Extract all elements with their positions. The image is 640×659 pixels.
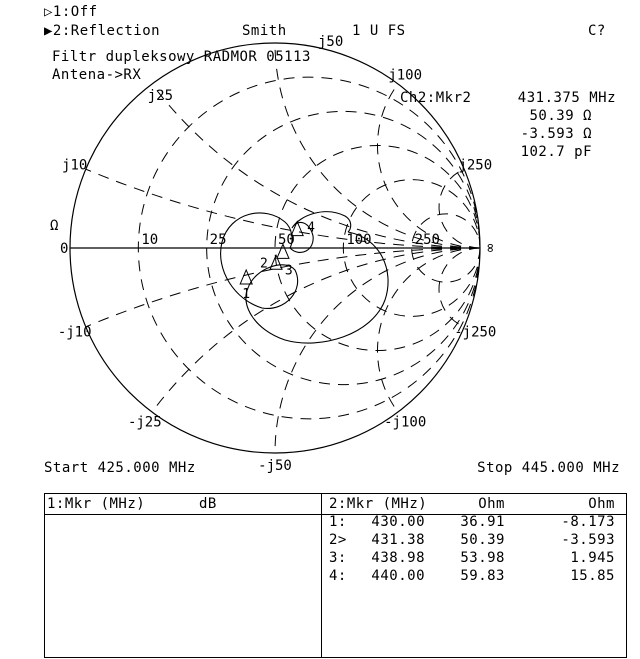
reactance-label: j250 xyxy=(458,158,492,174)
reactance-arc xyxy=(377,247,480,413)
format-label: Smith xyxy=(242,23,287,39)
marker-4-triangle[interactable] xyxy=(290,220,304,237)
row-frequency: 431.38 xyxy=(371,532,425,548)
reactance-arc xyxy=(377,83,480,249)
reactance-label: j10 xyxy=(62,158,87,174)
row-imag: 1.945 xyxy=(570,550,615,566)
row-id: 2> xyxy=(329,532,347,548)
marker-1-label: 1 xyxy=(242,287,250,302)
reactance-label: -j250 xyxy=(454,324,496,340)
reactance-label: j50 xyxy=(318,34,343,50)
zero-label: 0 xyxy=(60,241,68,257)
sweep-stop[interactable]: Stop 445.000 MHz xyxy=(477,460,620,476)
row-frequency: 430.00 xyxy=(371,514,425,530)
table-header-divider xyxy=(45,514,626,515)
row-id: 3: xyxy=(329,550,347,566)
reactance-arc xyxy=(274,43,480,249)
reactance-arc xyxy=(438,168,480,249)
channel1-status[interactable]: ▷1:Off xyxy=(44,4,98,20)
reactance-label: j100 xyxy=(388,67,422,83)
title-line2: Antena->RX xyxy=(52,67,142,83)
left-header-unit: dB xyxy=(199,496,217,512)
right-header-mkr: 2:Mkr (MHz) xyxy=(329,496,428,512)
row-frequency: 438.98 xyxy=(371,550,425,566)
marker-readout-capacitance: 102.7 pF xyxy=(520,144,592,160)
left-header-mkr: 1:Mkr (MHz) xyxy=(47,496,146,512)
reactance-label: -j25 xyxy=(128,415,162,431)
marker-2-triangle[interactable] xyxy=(269,254,283,270)
row-imag: -3.593 xyxy=(561,532,615,548)
row-imag: 15.85 xyxy=(570,568,615,584)
reactance-arc xyxy=(438,247,480,328)
reactance-arc xyxy=(274,247,480,453)
reactance-arc xyxy=(151,247,480,413)
reactance-label: -j100 xyxy=(384,415,426,431)
row-id: 4: xyxy=(329,568,347,584)
row-imag: -8.173 xyxy=(561,514,615,530)
row-id: 1: xyxy=(329,514,347,530)
row-frequency: 440.00 xyxy=(371,568,425,584)
reactance-label: j25 xyxy=(148,88,173,104)
row-real: 53.98 xyxy=(460,550,505,566)
resistance-label: 25 xyxy=(210,232,227,248)
row-real: 50.39 xyxy=(460,532,505,548)
marker-table: 1:Mkr (MHz) dB 2:Mkr (MHz) Ohm Ohm 1: 430… xyxy=(44,493,627,658)
title-line1: Filtr dupleksowy RADMOR 05113 xyxy=(52,49,311,65)
resistance-circle xyxy=(206,110,480,386)
ohm-unit-label: Ω xyxy=(50,218,58,234)
reactance-arc xyxy=(85,247,480,328)
table-column-divider xyxy=(321,494,322,657)
marker-2-label: 2 xyxy=(260,256,268,271)
marker-readout-frequency: 431.375 MHz xyxy=(517,90,616,106)
row-real: 36.91 xyxy=(460,514,505,530)
channel2-status[interactable]: ▶2:Reflection xyxy=(44,23,161,39)
resistance-label: 50 xyxy=(278,232,295,248)
marker-3-triangle[interactable] xyxy=(276,243,290,259)
resistance-label: 100 xyxy=(346,232,371,248)
reactance-label: -j50 xyxy=(258,458,292,474)
resistance-label: 250 xyxy=(415,232,440,248)
resistance-label: 10 xyxy=(141,232,158,248)
right-header-col2: Ohm xyxy=(588,496,615,512)
reactance-arc xyxy=(151,83,480,249)
row-real: 59.83 xyxy=(460,568,505,584)
cal-status: C? xyxy=(588,23,606,39)
resistance-circle xyxy=(411,213,480,283)
infinity-label: ∞ xyxy=(482,244,498,253)
marker-4-label: 4 xyxy=(307,221,315,236)
marker-readout-reactance: -3.593 Ω xyxy=(520,126,592,142)
marker-readout-resistance: 50.39 Ω xyxy=(529,108,592,124)
right-header-col1: Ohm xyxy=(478,496,505,512)
reactance-label: -j10 xyxy=(58,324,92,340)
scale-label: 1 U FS xyxy=(352,23,406,39)
reflection-trace xyxy=(220,211,389,344)
marker-3-label: 3 xyxy=(285,263,293,278)
trace-path xyxy=(220,211,389,344)
sweep-start[interactable]: Start 425.000 MHz xyxy=(44,460,196,476)
smith-chart: 1 2 3 4 10 25 50 100 250 j10 -j10 j25 -j25 j50 -j50 j1… xyxy=(50,34,498,474)
marker-1-triangle[interactable] xyxy=(239,268,253,285)
marker-readout-label: Ch2:Mkr2 xyxy=(400,90,472,106)
